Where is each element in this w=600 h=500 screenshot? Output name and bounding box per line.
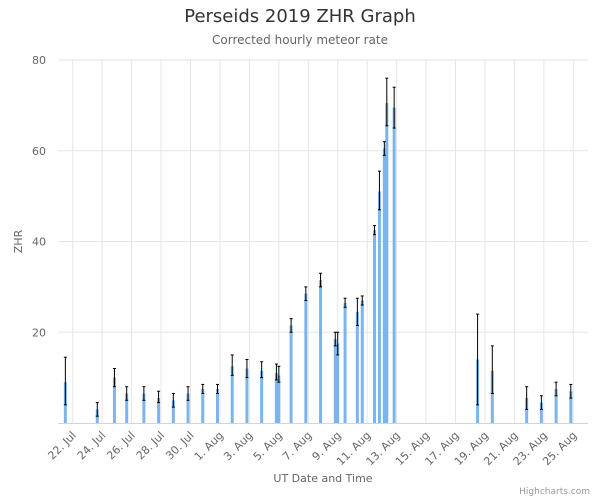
chart-subtitle: Corrected hourly meteor rate [212,33,388,47]
y-tick-label: 40 [32,236,46,249]
bar[interactable] [125,393,129,423]
bar[interactable] [215,388,219,423]
bar[interactable] [157,398,161,423]
credits-link[interactable]: Highcharts.com [519,487,590,497]
bar[interactable] [392,107,396,424]
x-grid-lines [72,60,574,423]
bar[interactable] [385,103,389,423]
bar[interactable] [360,300,364,423]
bar[interactable] [343,302,347,423]
y-grid-lines [58,59,588,333]
bar[interactable] [333,339,337,423]
bar[interactable] [525,398,529,423]
bar[interactable] [554,388,558,423]
bar[interactable] [382,148,386,423]
x-tick-label: 5. Aug [251,429,285,463]
bar[interactable] [112,377,116,423]
bar[interactable] [277,375,281,423]
y-axis-tick-labels: 20 40 60 80 [32,54,46,339]
error-bar-series [63,77,573,417]
bar[interactable] [569,391,573,423]
bar[interactable] [171,400,175,423]
x-tick-label: 30. Jul [163,429,196,462]
bar[interactable] [201,388,205,423]
x-tick-label: 22. Jul [45,429,78,462]
bar-series [63,103,573,424]
bar[interactable] [289,325,293,423]
x-tick-label: 3. Aug [221,429,255,463]
bar[interactable] [373,230,377,423]
x-tick-label: 7. Aug [280,429,314,463]
x-tick-label: 1. Aug [192,429,226,463]
bar[interactable] [274,373,278,423]
bar[interactable] [142,393,146,423]
y-tick-label: 80 [32,54,46,67]
y-tick-label: 60 [32,145,46,158]
bar[interactable] [377,191,381,423]
x-tick-label: 24. Jul [75,429,108,462]
bar[interactable] [490,370,494,423]
bar[interactable] [230,366,234,423]
x-axis-title: UT Date and Time [273,472,372,485]
bar[interactable] [260,370,264,423]
bar[interactable] [336,343,340,423]
x-tick-label: 26. Jul [104,429,137,462]
bar[interactable] [304,293,308,423]
chart-title: Perseids 2019 ZHR Graph [184,6,416,27]
bar[interactable] [319,280,323,423]
y-tick-label: 20 [32,326,46,339]
bar[interactable] [245,368,249,423]
x-tick-label: 28. Jul [134,429,167,462]
bar[interactable] [186,393,190,423]
bar[interactable] [539,402,543,423]
y-axis-title: ZHR [12,229,25,253]
bar[interactable] [355,311,359,423]
